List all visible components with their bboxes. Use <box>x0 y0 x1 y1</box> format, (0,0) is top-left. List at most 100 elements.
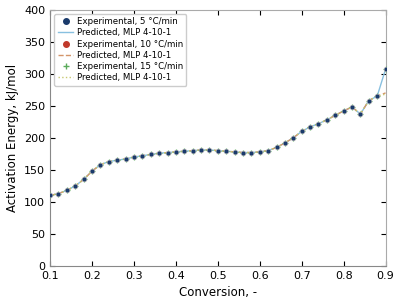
Point <box>122 156 129 161</box>
Point <box>64 188 70 193</box>
Point <box>122 156 129 161</box>
Point <box>215 148 221 153</box>
Point <box>240 150 246 155</box>
Point <box>374 94 380 99</box>
Point <box>382 67 389 72</box>
Point <box>357 112 364 117</box>
Point <box>265 148 271 153</box>
Point <box>307 124 313 129</box>
Point <box>282 141 288 145</box>
Point <box>114 158 120 163</box>
Point <box>349 105 355 109</box>
Point <box>223 149 230 154</box>
Point <box>190 148 196 153</box>
Point <box>248 150 254 155</box>
Point <box>139 153 146 158</box>
Point <box>164 150 171 155</box>
Point <box>55 191 62 196</box>
Point <box>206 148 213 152</box>
Point <box>122 156 129 161</box>
Point <box>290 135 296 140</box>
Point <box>332 113 338 118</box>
Point <box>265 148 271 153</box>
Point <box>374 94 380 99</box>
Point <box>164 150 171 155</box>
Point <box>315 121 322 126</box>
Point <box>72 183 78 188</box>
Point <box>256 149 263 154</box>
Point <box>64 188 70 193</box>
Point <box>215 148 221 153</box>
Point <box>55 191 62 196</box>
X-axis label: Conversion, -: Conversion, - <box>179 286 257 300</box>
Point <box>240 150 246 155</box>
Point <box>114 158 120 163</box>
Point <box>366 98 372 103</box>
Y-axis label: Activation Energy, kJ/mol: Activation Energy, kJ/mol <box>6 64 18 212</box>
Point <box>315 121 322 126</box>
Point <box>156 151 162 156</box>
Point <box>298 129 305 134</box>
Point <box>298 129 305 134</box>
Point <box>97 162 104 167</box>
Point <box>240 150 246 155</box>
Point <box>148 152 154 157</box>
Point <box>181 149 188 154</box>
Point <box>89 169 95 174</box>
Point <box>106 159 112 164</box>
Point <box>106 159 112 164</box>
Point <box>357 112 364 117</box>
Point <box>173 149 179 154</box>
Point <box>298 129 305 134</box>
Point <box>148 152 154 157</box>
Point <box>232 149 238 154</box>
Point <box>72 183 78 188</box>
Point <box>223 149 230 154</box>
Point <box>206 148 213 152</box>
Legend: Experimental, 5 °C/min, Predicted, MLP 4-10-1, Experimental, 10 °C/min, Predicte: Experimental, 5 °C/min, Predicted, MLP 4… <box>54 14 186 85</box>
Point <box>332 113 338 118</box>
Point <box>307 124 313 129</box>
Point <box>324 117 330 122</box>
Point <box>47 193 53 198</box>
Point <box>282 141 288 145</box>
Point <box>265 148 271 153</box>
Point <box>374 94 380 99</box>
Point <box>181 149 188 154</box>
Point <box>366 98 372 103</box>
Point <box>282 141 288 145</box>
Point <box>223 149 230 154</box>
Point <box>248 150 254 155</box>
Point <box>349 105 355 109</box>
Point <box>97 162 104 167</box>
Point <box>190 148 196 153</box>
Point <box>248 150 254 155</box>
Point <box>198 148 204 152</box>
Point <box>89 169 95 174</box>
Point <box>173 149 179 154</box>
Point <box>156 151 162 156</box>
Point <box>332 113 338 118</box>
Point <box>273 145 280 150</box>
Point <box>290 135 296 140</box>
Point <box>198 148 204 152</box>
Point <box>273 145 280 150</box>
Point <box>148 152 154 157</box>
Point <box>232 149 238 154</box>
Point <box>156 151 162 156</box>
Point <box>366 98 372 103</box>
Point <box>47 193 53 198</box>
Point <box>64 188 70 193</box>
Point <box>382 67 389 72</box>
Point <box>164 150 171 155</box>
Point <box>290 135 296 140</box>
Point <box>139 153 146 158</box>
Point <box>181 149 188 154</box>
Point <box>89 169 95 174</box>
Point <box>340 108 347 113</box>
Point <box>80 177 87 182</box>
Point <box>198 148 204 152</box>
Point <box>215 148 221 153</box>
Point <box>206 148 213 152</box>
Point <box>80 177 87 182</box>
